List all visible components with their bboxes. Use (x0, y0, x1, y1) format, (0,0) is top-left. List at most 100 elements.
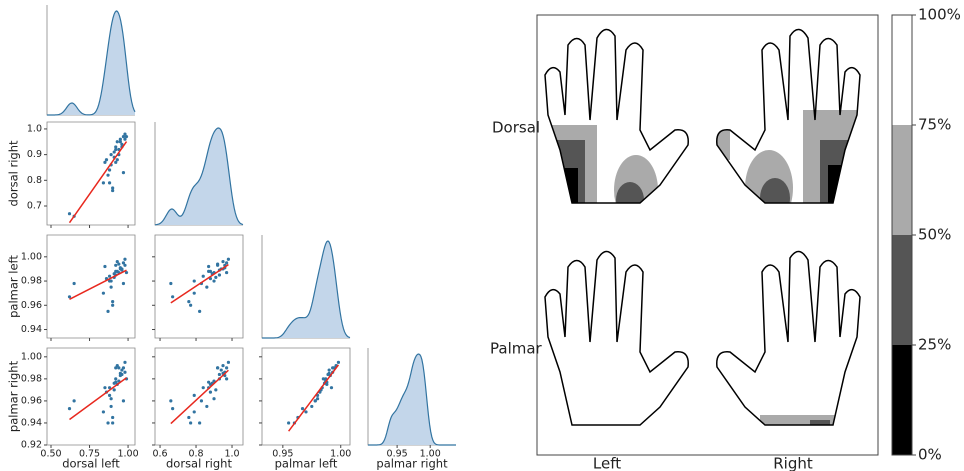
scatter-point (121, 261, 126, 265)
scatter-point (336, 360, 341, 364)
axis-spine (154, 347, 244, 446)
scatter-point (225, 261, 229, 265)
scatter-point (114, 380, 118, 384)
scatter-point (189, 303, 193, 307)
scatter-point (107, 181, 112, 185)
colorbar-segment (892, 125, 912, 235)
scatter-point (124, 270, 129, 275)
scatter-point (114, 160, 118, 164)
scatter-point (192, 279, 196, 283)
scatter-point (106, 173, 110, 177)
y-tick-label: 0.98 (21, 373, 42, 384)
colorbar-tick-label: 50% (918, 226, 951, 244)
scatter-point (120, 372, 124, 377)
y-tick-label: 0.96 (21, 300, 42, 311)
scatter-point (115, 260, 119, 264)
scatter-point (327, 368, 331, 372)
column-label: Left (593, 455, 621, 471)
kde-area (262, 241, 350, 338)
scatter-point (171, 295, 175, 299)
scatter-point (107, 386, 112, 390)
scatter-point (101, 291, 106, 295)
colorbar-segment (892, 235, 912, 345)
kde-area (47, 11, 135, 115)
scatter-point (123, 360, 127, 364)
scatter-point (124, 135, 129, 139)
scatter-point (225, 366, 229, 370)
scatter-point (201, 274, 205, 278)
scatter-point (212, 279, 216, 283)
diagram-frame (536, 14, 879, 456)
scatter-point (205, 285, 209, 289)
x-axis-label: palmar left (275, 457, 338, 471)
scatter-point (121, 135, 126, 139)
y-tick-label: 0.94 (21, 324, 42, 335)
colorbar-tick-label: 100% (918, 6, 961, 24)
scatter-point (300, 407, 305, 411)
scatter-point (169, 281, 173, 286)
x-axis-label: dorsal right (166, 457, 232, 471)
scatter-point (101, 181, 106, 185)
scatter-point (111, 186, 115, 190)
axis-spine (46, 121, 136, 226)
x-tick-label: 1.00 (117, 449, 138, 460)
scatter-point (217, 372, 222, 377)
regression-line (170, 369, 229, 425)
scatter-point (111, 415, 115, 420)
regression-line (69, 377, 127, 421)
x-tick-label: 0.95 (387, 449, 408, 460)
scatter-point (112, 388, 116, 392)
scatter-point (121, 281, 126, 286)
x-axis-label: palmar right (376, 457, 448, 471)
axis-spine (154, 234, 244, 339)
scatter-point (192, 410, 196, 414)
scatter-point (123, 137, 127, 141)
kde-area (155, 128, 243, 225)
scatter-point (208, 390, 213, 394)
kde-line (368, 353, 456, 446)
row-label: Dorsal (492, 119, 540, 137)
scatter-point (187, 300, 191, 304)
scatter-point (109, 153, 113, 157)
scatter-point (109, 279, 113, 283)
scatter-point (226, 257, 231, 261)
scatter-point (321, 377, 325, 381)
axis-spine (46, 234, 136, 339)
row-label: Palmar (490, 340, 543, 358)
x-tick-label: 0.75 (79, 449, 100, 460)
scatter-point (111, 300, 115, 304)
scatter-point (115, 158, 119, 162)
scatter-point (217, 273, 222, 277)
scatter-point (214, 275, 218, 280)
scatter-point (117, 366, 121, 370)
scatter-point (326, 372, 330, 377)
scatter-point (205, 404, 209, 409)
scatter-point (103, 160, 107, 164)
scatter-point (115, 140, 119, 144)
scatter-point (221, 260, 225, 264)
scatter-point (118, 137, 122, 141)
hand-map: Dorsal Palmar Left Right (490, 14, 879, 471)
scatter-point (189, 421, 193, 425)
scatter-point (212, 397, 216, 401)
scatter-point (120, 142, 124, 146)
regression-line (68, 141, 128, 224)
scatter-point (329, 386, 334, 390)
kde-line (47, 10, 136, 116)
regression-line (170, 264, 229, 304)
x-tick-label: 0.50 (40, 449, 61, 460)
scatter-point (114, 377, 118, 381)
scatter-point (72, 399, 76, 403)
scatter-point (313, 399, 317, 403)
scatter-point (114, 263, 118, 267)
scatter-point (121, 171, 126, 175)
scatter-point (225, 377, 229, 381)
scatter-point (310, 404, 314, 409)
scatter-point (117, 262, 121, 266)
y-tick-label: 0.92 (21, 440, 42, 451)
scatter-point (169, 399, 173, 403)
scatter-point (111, 188, 115, 193)
scatter-point (123, 263, 127, 267)
scatter-point (112, 272, 116, 276)
